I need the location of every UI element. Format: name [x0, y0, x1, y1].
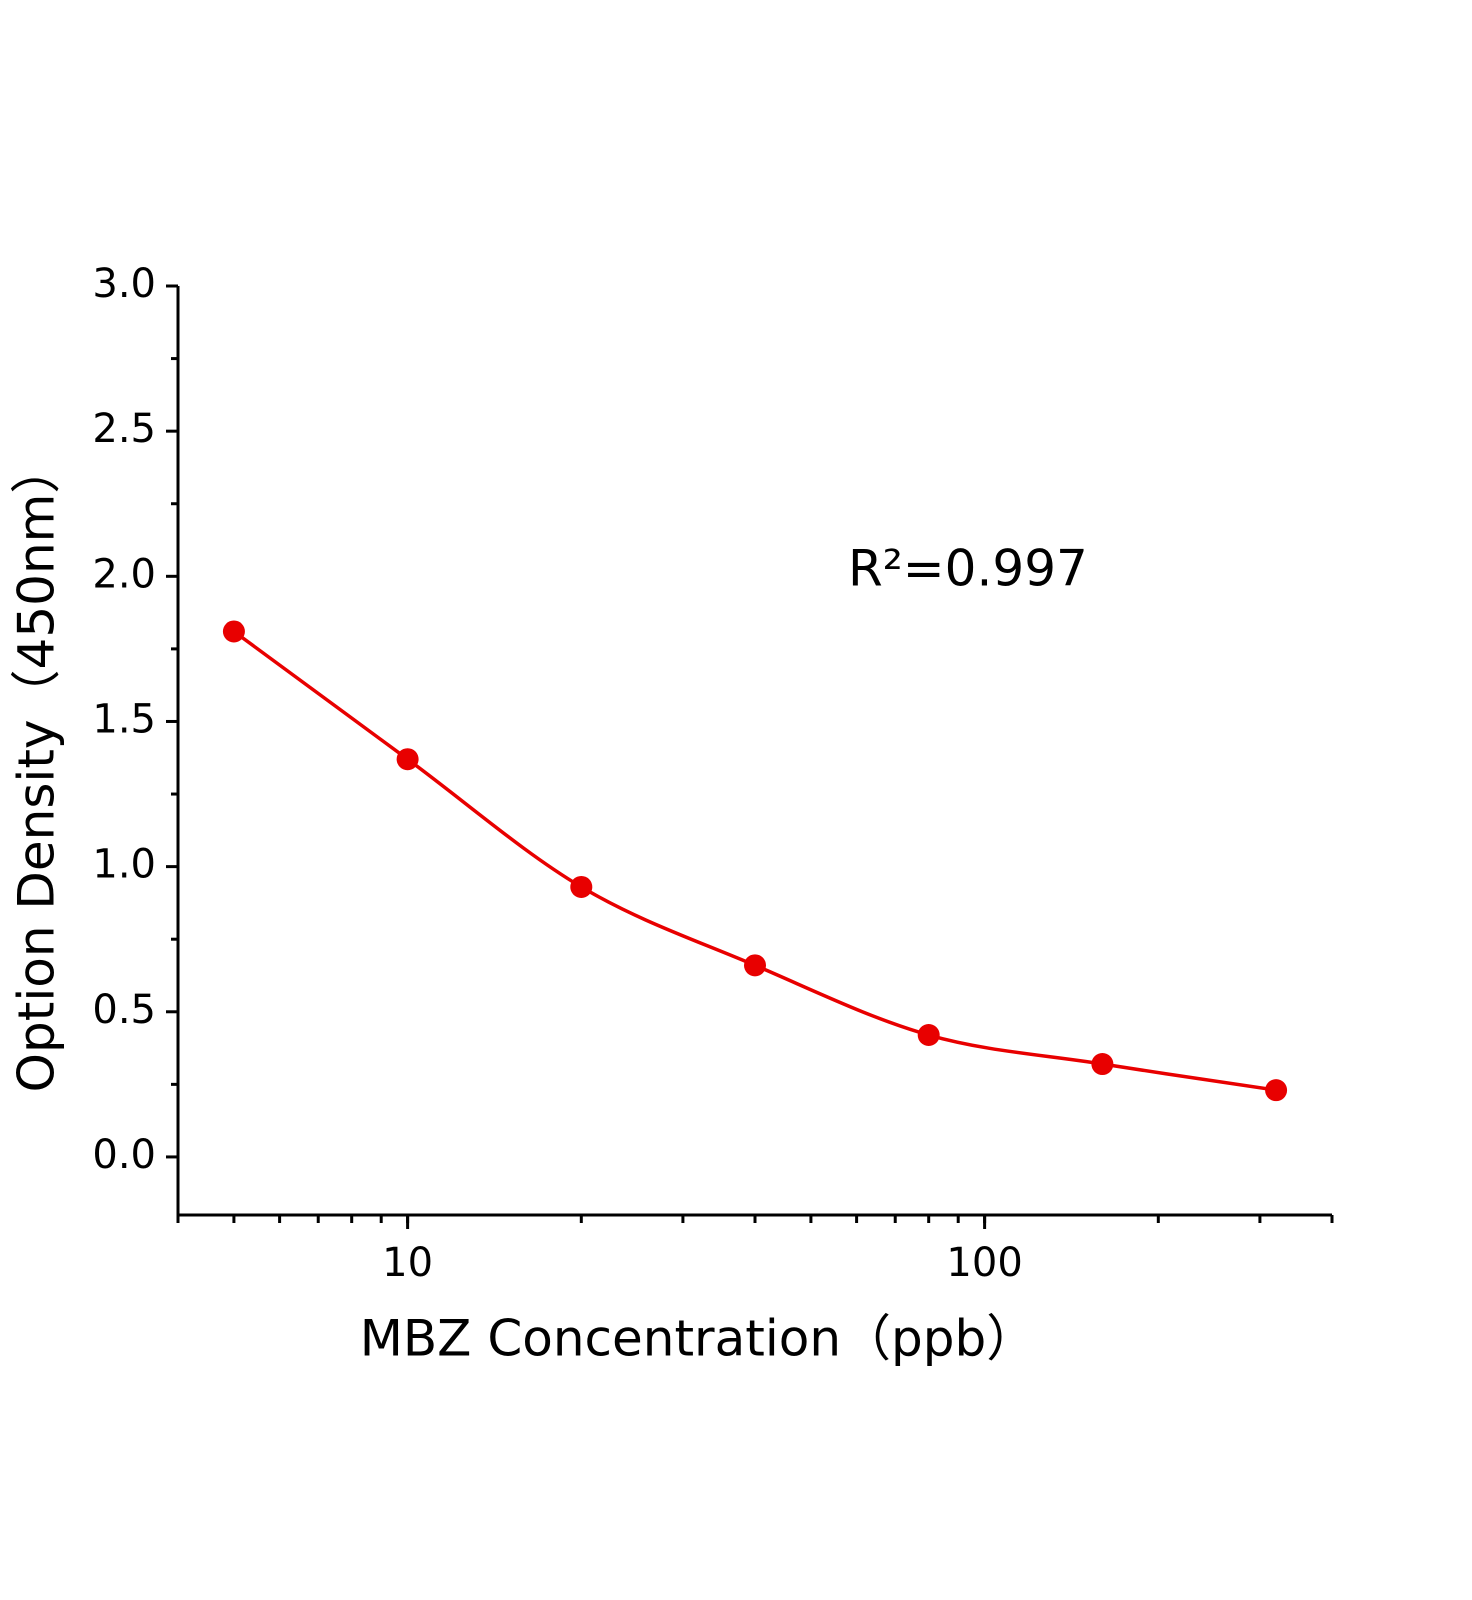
data-point	[917, 1024, 940, 1047]
data-point	[570, 875, 593, 898]
y-tick-label: 2.5	[92, 406, 156, 452]
y-tick-label: 0.0	[92, 1132, 156, 1178]
data-point	[1091, 1053, 1114, 1076]
fit-curve	[232, 630, 1277, 1092]
annotation: R²=0.997	[848, 540, 1088, 598]
y-tick-label: 2.0	[92, 551, 156, 597]
x-tick-label: 100	[946, 1240, 1022, 1286]
data-point	[396, 748, 419, 771]
y-tick-label: 1.5	[92, 696, 156, 742]
data-point	[1265, 1079, 1288, 1102]
x-tick-label: 10	[382, 1240, 433, 1286]
data-point	[222, 620, 245, 643]
data-point	[744, 954, 766, 977]
y-tick-label: 3.0	[92, 261, 156, 307]
y-tick-label: 0.5	[92, 987, 156, 1033]
x-axis-title: MBZ Concentration（ppb）	[360, 1310, 1037, 1368]
y-tick-label: 1.0	[92, 842, 156, 888]
y-axis-title: Option Density（450nm）	[8, 444, 66, 1093]
